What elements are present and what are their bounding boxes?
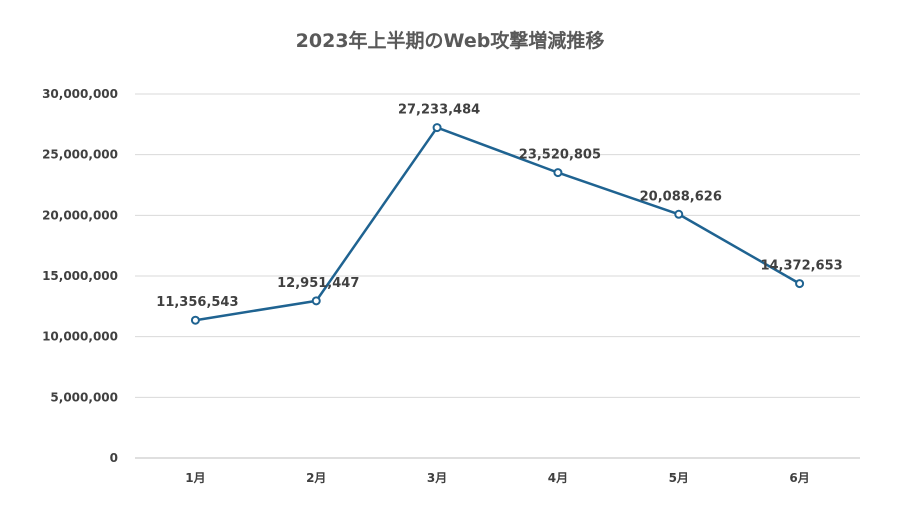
x-tick-label: 3月 [427, 471, 447, 485]
y-tick-label: 25,000,000 [42, 148, 118, 162]
data-point [795, 279, 805, 289]
series-line-layer [195, 126, 801, 322]
series-line [195, 126, 801, 322]
x-tick-label: 6月 [789, 471, 809, 485]
data-label: 20,088,626 [640, 189, 722, 204]
data-point [432, 123, 442, 133]
data-label: 27,233,484 [398, 103, 480, 118]
data-point [674, 209, 684, 219]
data-label: 12,951,447 [277, 276, 359, 291]
x-tick-label: 5月 [669, 471, 689, 485]
data-point [190, 315, 200, 325]
data-label: 14,372,653 [760, 259, 842, 274]
x-tick-label: 1月 [185, 471, 205, 485]
y-tick-label: 10,000,000 [42, 330, 118, 344]
x-tick-label: 4月 [548, 471, 568, 485]
series-points [190, 123, 805, 325]
y-tick-label: 20,000,000 [42, 208, 118, 222]
gridlines [135, 93, 860, 459]
data-label: 11,356,543 [156, 295, 238, 310]
data-labels: 11,356,543 12,951,447 27,233,484 23,520,805… [156, 103, 842, 311]
y-tick-label: 30,000,000 [42, 87, 118, 101]
chart-title: 2023年上半期のWeb攻撃増減推移 [296, 29, 605, 52]
data-label: 23,520,805 [519, 148, 601, 163]
x-tick-label: 2月 [306, 471, 326, 485]
x-axis-ticks: 1月 2月 3月 4月 5月 6月 [185, 471, 810, 485]
data-point [311, 296, 321, 306]
y-tick-label: 0 [110, 451, 118, 465]
y-tick-label: 5,000,000 [50, 390, 118, 404]
y-tick-label: 15,000,000 [42, 269, 118, 283]
data-point [553, 168, 563, 178]
y-axis-ticks: 0 5,000,000 10,000,000 15,000,000 20,000,000… [42, 87, 118, 465]
